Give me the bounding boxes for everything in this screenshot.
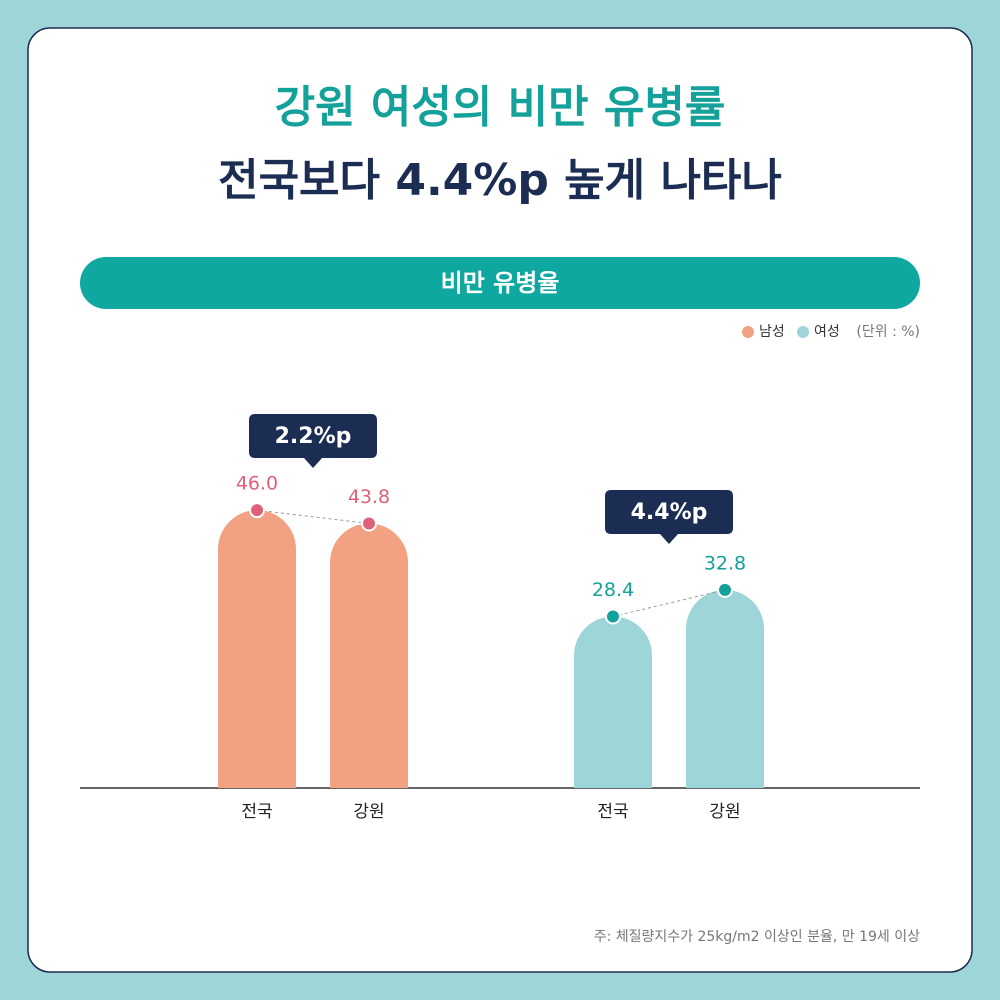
title-line: 전국보다 4.4%p 높게 나타나 <box>218 155 782 206</box>
value-label: 32.8 <box>704 552 746 574</box>
legend-swatch <box>797 326 809 338</box>
banner-text: 비만 유병율 <box>441 269 560 297</box>
footnote: 주: 체질량지수가 25kg/m2 이상인 분율, 만 19세 이상 <box>594 929 920 945</box>
callout-text: 2.2%p <box>275 424 352 449</box>
x-tick-label: 강원 <box>709 802 740 822</box>
x-tick-label: 전국 <box>597 802 628 822</box>
bar <box>574 616 652 788</box>
legend-label: 여성 <box>814 324 840 340</box>
connector <box>612 589 726 617</box>
legend-swatch <box>742 326 754 338</box>
bar <box>686 589 764 788</box>
value-label: 28.4 <box>592 579 634 601</box>
banner <box>80 257 920 309</box>
point <box>717 581 733 598</box>
legend-label: 남성 <box>759 324 785 340</box>
x-tick-label: 전국 <box>241 802 272 822</box>
point <box>605 608 621 625</box>
point <box>361 515 377 532</box>
point <box>249 502 265 519</box>
x-tick-label: 강원 <box>353 802 384 822</box>
callout-text: 4.4%p <box>631 500 708 525</box>
callout <box>605 490 733 544</box>
unit-label: (단위 : %) <box>856 324 920 340</box>
bar <box>330 523 408 788</box>
connector <box>256 509 370 524</box>
value-label: 43.8 <box>348 486 390 508</box>
value-label: 46.0 <box>236 473 278 495</box>
title-line: 강원 여성의 비만 유병률 <box>275 82 726 133</box>
callout <box>249 414 377 468</box>
bar <box>218 510 296 788</box>
